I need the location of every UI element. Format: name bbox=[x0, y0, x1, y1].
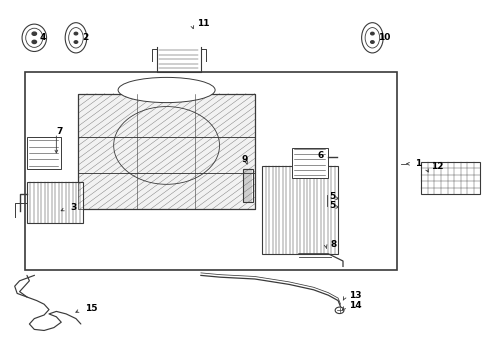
Text: 13: 13 bbox=[349, 292, 362, 300]
Bar bbox=[78, 94, 255, 209]
Text: 2: 2 bbox=[82, 33, 89, 42]
Circle shape bbox=[32, 32, 36, 35]
Bar bbox=[262, 166, 338, 254]
Bar bbox=[24, 72, 397, 270]
Bar bbox=[421, 162, 480, 194]
Ellipse shape bbox=[362, 23, 383, 53]
Text: 15: 15 bbox=[85, 304, 98, 313]
Bar bbox=[78, 94, 255, 137]
Bar bbox=[78, 137, 255, 173]
Text: 4: 4 bbox=[39, 33, 46, 42]
Text: 11: 11 bbox=[197, 19, 210, 28]
Text: 10: 10 bbox=[378, 33, 391, 42]
Bar bbox=[78, 173, 255, 209]
Text: 12: 12 bbox=[431, 162, 444, 171]
Text: 8: 8 bbox=[331, 240, 337, 248]
Ellipse shape bbox=[22, 24, 47, 51]
Ellipse shape bbox=[118, 77, 215, 103]
Circle shape bbox=[370, 41, 374, 43]
Circle shape bbox=[74, 41, 78, 43]
Circle shape bbox=[335, 307, 344, 314]
Ellipse shape bbox=[365, 28, 380, 48]
Bar bbox=[243, 169, 253, 202]
Text: 1: 1 bbox=[416, 159, 422, 168]
Bar bbox=[27, 182, 83, 223]
Ellipse shape bbox=[65, 23, 87, 53]
Circle shape bbox=[370, 32, 374, 35]
Text: 7: 7 bbox=[56, 127, 63, 136]
Text: 5: 5 bbox=[329, 192, 336, 201]
Text: 14: 14 bbox=[349, 302, 362, 310]
Text: 6: 6 bbox=[318, 151, 324, 160]
Circle shape bbox=[74, 32, 78, 35]
Text: 9: 9 bbox=[241, 154, 247, 163]
Text: 3: 3 bbox=[70, 202, 76, 211]
Ellipse shape bbox=[26, 28, 43, 48]
Circle shape bbox=[32, 40, 36, 44]
Bar bbox=[27, 137, 61, 169]
Text: 5: 5 bbox=[329, 201, 336, 210]
Bar bbox=[292, 148, 328, 178]
Ellipse shape bbox=[69, 28, 83, 48]
